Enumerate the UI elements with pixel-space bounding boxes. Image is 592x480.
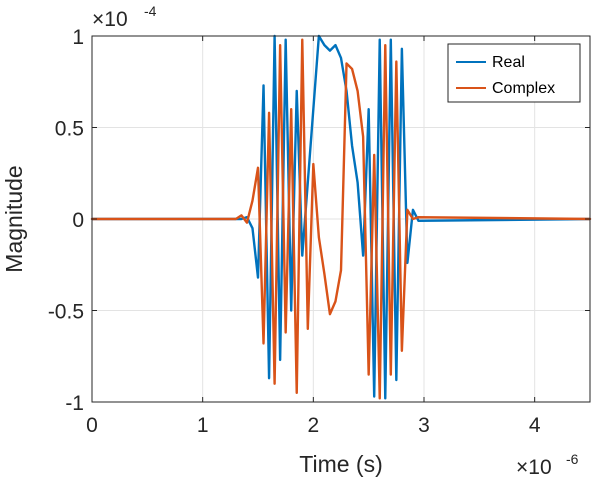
x-tick-label: 4	[529, 414, 541, 437]
series-line-real	[90, 34, 592, 400]
x-exponent-power: -6	[566, 451, 579, 467]
x-exponent-base: ×10	[516, 456, 552, 479]
y-axis-title: Magnitude	[1, 165, 27, 272]
y-tick-label: 0	[72, 209, 84, 232]
y-tick-label: -0.5	[48, 301, 84, 324]
axis-ticks	[91, 35, 590, 403]
series-lines	[90, 34, 592, 400]
y-exponent-base: ×10	[92, 8, 128, 31]
y-exponent-power: -4	[144, 3, 157, 19]
legend: Real Complex	[447, 43, 581, 103]
x-axis-title: Time (s)	[299, 451, 382, 477]
legend-label-complex: Complex	[492, 80, 555, 97]
x-tick-label: 0	[86, 414, 98, 437]
x-tick-label: 2	[307, 414, 319, 437]
y-tick-label: 0.5	[55, 118, 84, 141]
series-line-complex	[90, 38, 592, 400]
legend-label-real: Real	[492, 54, 525, 71]
legend-box	[447, 43, 581, 103]
x-tick-label: 1	[197, 414, 209, 437]
axis-tick-labels: 0 1 2 3 4 -1 -0.5 0 0.5 1	[48, 26, 541, 437]
y-tick-label: 1	[72, 26, 84, 49]
y-tick-label: -1	[65, 392, 84, 415]
x-tick-label: 3	[418, 414, 430, 437]
